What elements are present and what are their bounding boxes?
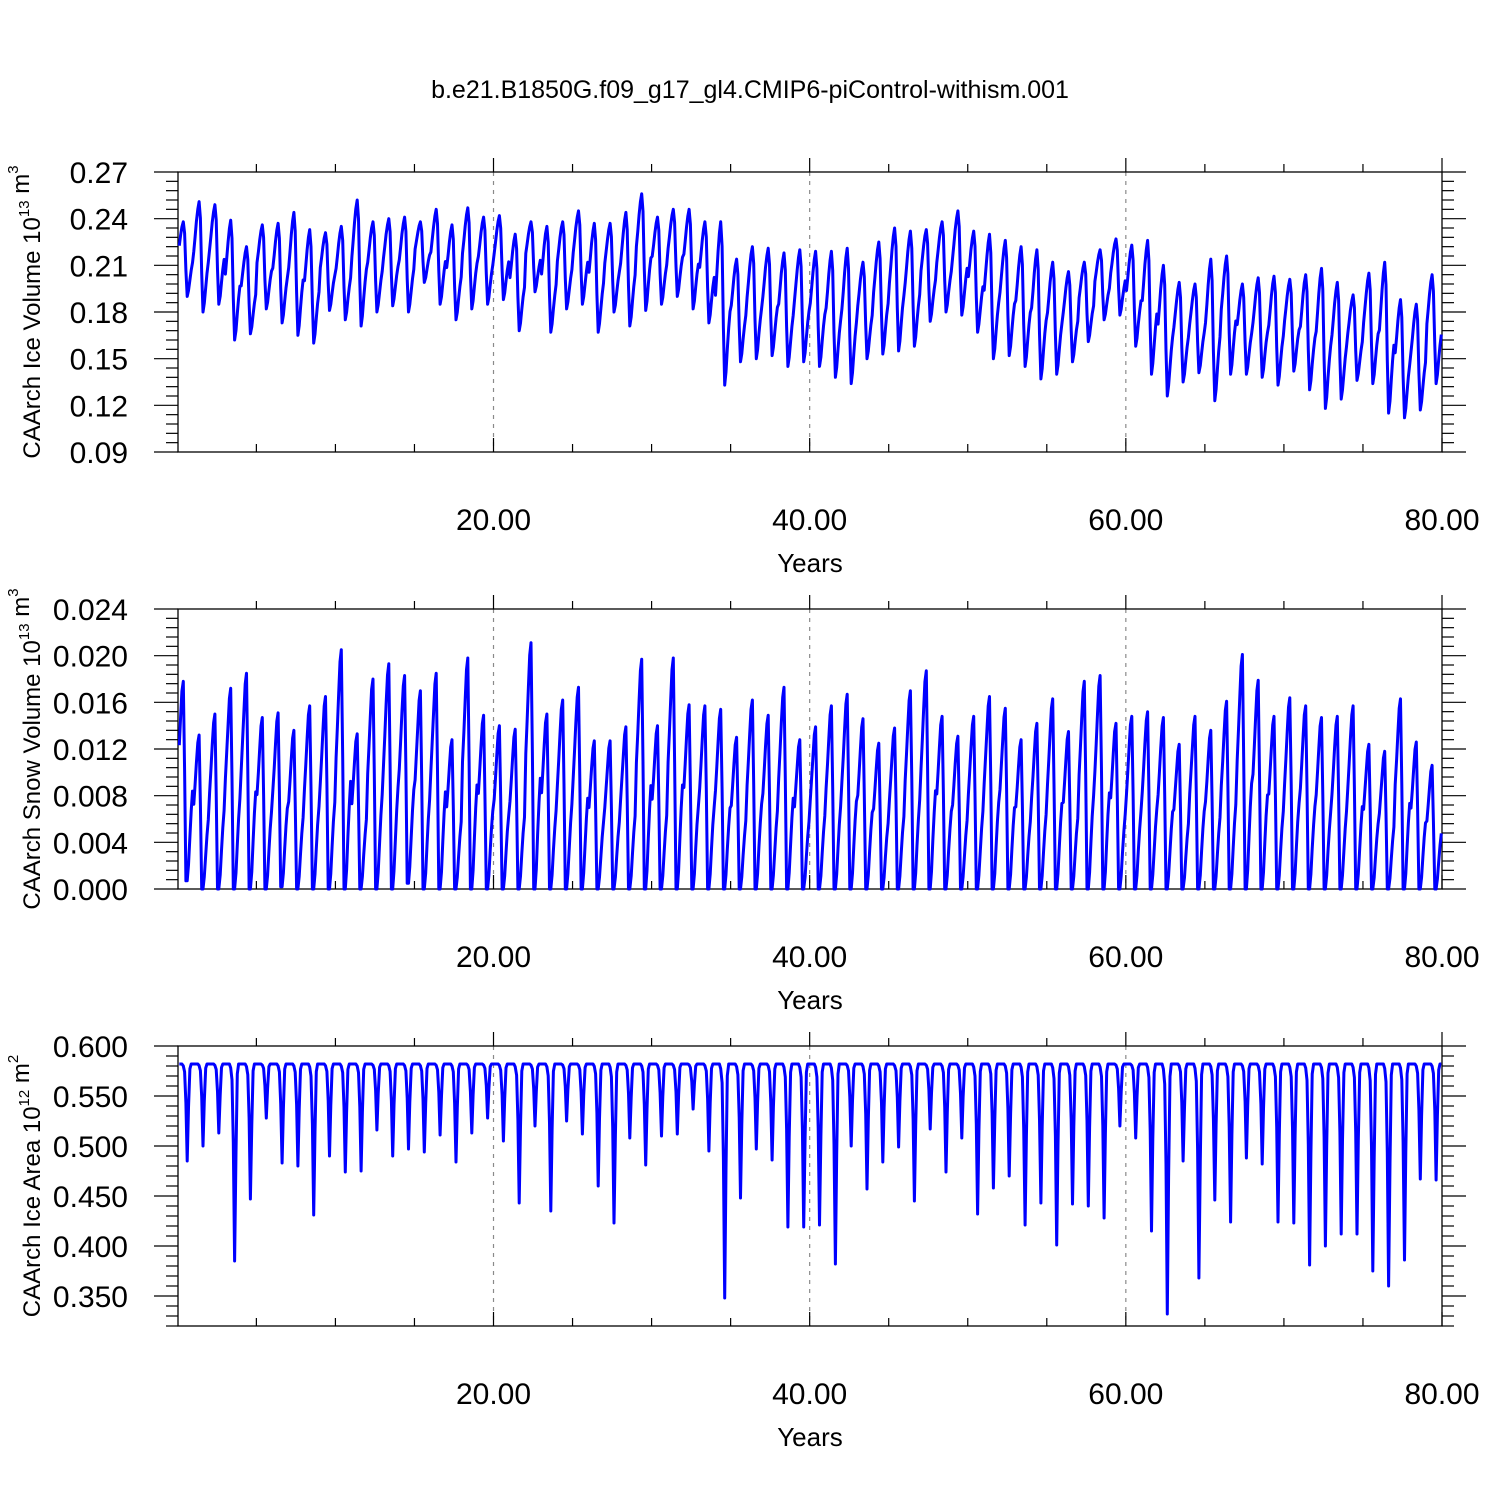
figure-title: b.e21.B1850G.f09_g17_gl4.CMIP6-piControl… (431, 76, 1069, 104)
y-tick-label: 0.012 (53, 734, 128, 767)
panel-3: 20.00 40.00 60.00 80.00 0.350 0.400 0.450 0.500… (5, 1031, 1480, 1452)
y-axis-label: CAArch Ice Volume 1013 m3 (5, 165, 46, 458)
x-tick-label: 40.00 (772, 941, 847, 974)
y-tick-label: 0.24 (70, 204, 128, 237)
panel-1: 20.00 40.00 60.00 80.00 0.09 0.12 0.15 0.18 0.21… (5, 157, 1480, 578)
plot-frame (177, 608, 1443, 890)
x-tick-label: 40.00 (772, 1378, 847, 1411)
x-tick-label: 80.00 (1404, 941, 1479, 974)
x-tick-label: 40.00 (772, 504, 847, 537)
y-tick-label: 0.27 (70, 157, 128, 190)
y-tick-label: 0.350 (53, 1281, 128, 1314)
y-tick-label: 0.21 (70, 250, 128, 283)
y-tick-label: 0.004 (53, 827, 128, 860)
y-tick-label: 0.12 (70, 390, 128, 423)
series-line (179, 1062, 1442, 1316)
y-tick-label: 0.18 (70, 297, 128, 330)
y-tick-label: 0.024 (53, 594, 128, 627)
y-tick-label: 0.016 (53, 687, 128, 720)
x-tick-label: 80.00 (1404, 1378, 1479, 1411)
y-tick-label: 0.500 (53, 1131, 128, 1164)
x-axis-label: Years (777, 548, 843, 578)
y-tick-label: 0.600 (53, 1031, 128, 1064)
series-line (177, 641, 1443, 891)
y-tick-label: 0.450 (53, 1181, 128, 1214)
x-tick-label: 60.00 (1088, 1378, 1163, 1411)
series-line (177, 192, 1443, 420)
y-axis-label: CAArch Ice Area 1012 m2 (5, 1055, 46, 1317)
x-tick-label: 20.00 (456, 941, 531, 974)
y-tick-label: 0.550 (53, 1081, 128, 1114)
plot-frame (177, 171, 1443, 453)
panels: 20.00 40.00 60.00 80.00 0.09 0.12 0.15 0.18 0.21… (5, 157, 1480, 1452)
x-tick-label: 80.00 (1404, 504, 1479, 537)
x-tick-label: 60.00 (1088, 941, 1163, 974)
y-tick-label: 0.15 (70, 344, 128, 377)
y-axis-label: CAArch Snow Volume 1013 m3 (5, 588, 46, 909)
plot-frame (177, 1045, 1443, 1327)
x-axis-label: Years (777, 985, 843, 1015)
y-tick-label: 0.000 (53, 874, 128, 907)
y-tick-label: 0.400 (53, 1231, 128, 1264)
x-tick-label: 60.00 (1088, 504, 1163, 537)
x-tick-label: 20.00 (456, 504, 531, 537)
y-tick-label: 0.020 (53, 641, 128, 674)
y-tick-label: 0.09 (70, 437, 128, 470)
x-axis-label: Years (777, 1422, 843, 1452)
panel-2: 20.00 40.00 60.00 80.00 0.000 0.004 0.008 0.012… (5, 588, 1480, 1015)
y-tick-label: 0.008 (53, 781, 128, 814)
x-tick-label: 20.00 (456, 1378, 531, 1411)
